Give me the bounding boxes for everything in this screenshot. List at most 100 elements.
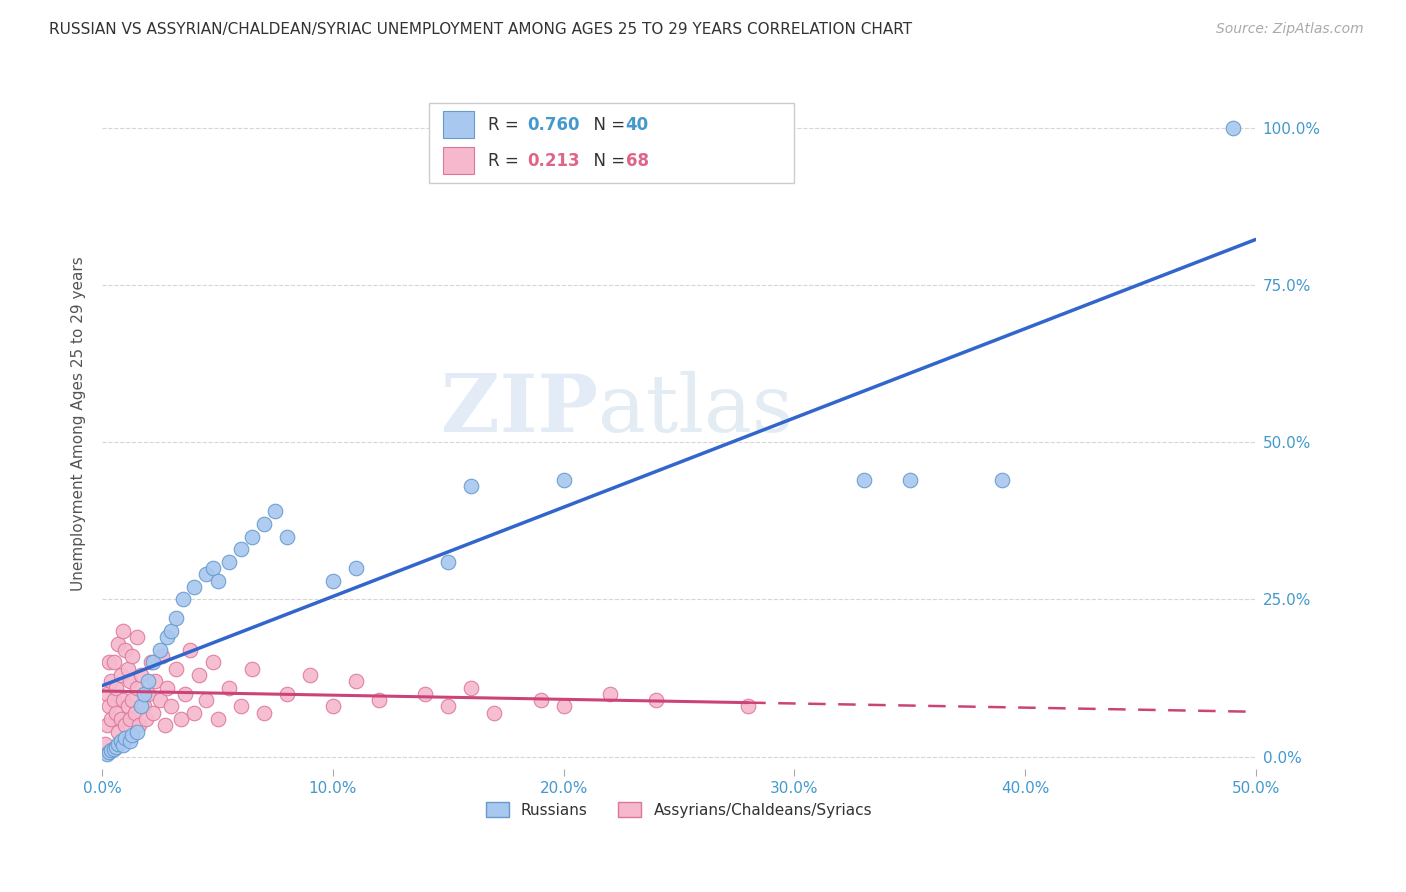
Point: [201, 656, 224, 670]
Point: [160, 699, 183, 714]
Point: [229, 699, 252, 714]
Point: [179, 642, 201, 657]
Point: [149, 693, 172, 707]
Point: [553, 473, 575, 487]
Point: [114, 731, 136, 745]
Point: [132, 687, 155, 701]
Point: [437, 699, 460, 714]
Point: [991, 473, 1014, 487]
Point: [100, 712, 122, 726]
Point: [124, 706, 146, 720]
Point: [264, 504, 287, 518]
Point: [100, 674, 122, 689]
Text: N =: N =: [583, 152, 631, 169]
Point: [645, 693, 668, 707]
Point: [98, 745, 121, 759]
Point: [460, 681, 482, 695]
Point: [156, 630, 179, 644]
Point: [139, 656, 162, 670]
Point: [121, 649, 143, 664]
Point: [229, 542, 252, 557]
Point: [114, 718, 136, 732]
Point: [107, 737, 129, 751]
Point: [253, 516, 276, 531]
Text: N =: N =: [583, 116, 631, 134]
Point: [322, 699, 344, 714]
Point: [105, 681, 128, 695]
Point: [201, 561, 224, 575]
Point: [96, 718, 118, 732]
Text: 68: 68: [626, 152, 648, 169]
Point: [117, 662, 139, 676]
Point: [553, 699, 575, 714]
Point: [98, 656, 121, 670]
Text: atlas: atlas: [598, 370, 793, 449]
Point: [125, 724, 148, 739]
Point: [276, 530, 298, 544]
Point: [111, 739, 134, 753]
Point: [131, 699, 153, 714]
Point: [298, 668, 321, 682]
Point: [169, 712, 191, 726]
Point: [135, 712, 157, 726]
Legend: Russians, Assyrians/Chaldeans/Syriacs: Russians, Assyrians/Chaldeans/Syriacs: [479, 796, 879, 824]
Point: [195, 693, 218, 707]
Point: [96, 747, 118, 761]
Point: [368, 693, 391, 707]
Point: [207, 574, 229, 588]
Point: [121, 728, 143, 742]
Point: [322, 574, 344, 588]
Point: [118, 712, 141, 726]
Point: [1222, 120, 1244, 135]
Point: [103, 693, 125, 707]
Point: [165, 611, 187, 625]
Point: [195, 567, 218, 582]
Point: [484, 706, 506, 720]
Point: [174, 687, 197, 701]
Point: [110, 712, 132, 726]
Point: [110, 668, 132, 682]
Point: [852, 473, 875, 487]
Point: [103, 656, 125, 670]
Point: [240, 530, 263, 544]
Text: R =: R =: [488, 116, 524, 134]
Point: [737, 699, 759, 714]
Text: RUSSIAN VS ASSYRIAN/CHALDEAN/SYRIAC UNEMPLOYMENT AMONG AGES 25 TO 29 YEARS CORRE: RUSSIAN VS ASSYRIAN/CHALDEAN/SYRIAC UNEM…: [49, 22, 912, 37]
Point: [105, 706, 128, 720]
Point: [188, 668, 211, 682]
Point: [107, 724, 129, 739]
Point: [218, 681, 240, 695]
Point: [110, 734, 132, 748]
Point: [276, 687, 298, 701]
Point: [218, 555, 240, 569]
Point: [107, 636, 129, 650]
Point: [165, 662, 187, 676]
Text: Source: ZipAtlas.com: Source: ZipAtlas.com: [1216, 22, 1364, 37]
Text: ZIP: ZIP: [441, 370, 598, 449]
Point: [96, 687, 118, 701]
Point: [529, 693, 551, 707]
Text: R =: R =: [488, 152, 524, 169]
Point: [344, 674, 367, 689]
Point: [125, 630, 148, 644]
Point: [114, 642, 136, 657]
Point: [111, 693, 134, 707]
Point: [143, 674, 166, 689]
Text: 0.760: 0.760: [527, 116, 579, 134]
Point: [105, 740, 128, 755]
Point: [117, 699, 139, 714]
Point: [121, 693, 143, 707]
Point: [160, 624, 183, 638]
Point: [125, 681, 148, 695]
Point: [138, 674, 160, 689]
Point: [128, 718, 150, 732]
Point: [156, 681, 179, 695]
Point: [240, 662, 263, 676]
Point: [183, 706, 205, 720]
Point: [599, 687, 621, 701]
Point: [131, 668, 153, 682]
Point: [172, 592, 194, 607]
Point: [437, 555, 460, 569]
Point: [898, 473, 921, 487]
Text: 0.213: 0.213: [527, 152, 579, 169]
